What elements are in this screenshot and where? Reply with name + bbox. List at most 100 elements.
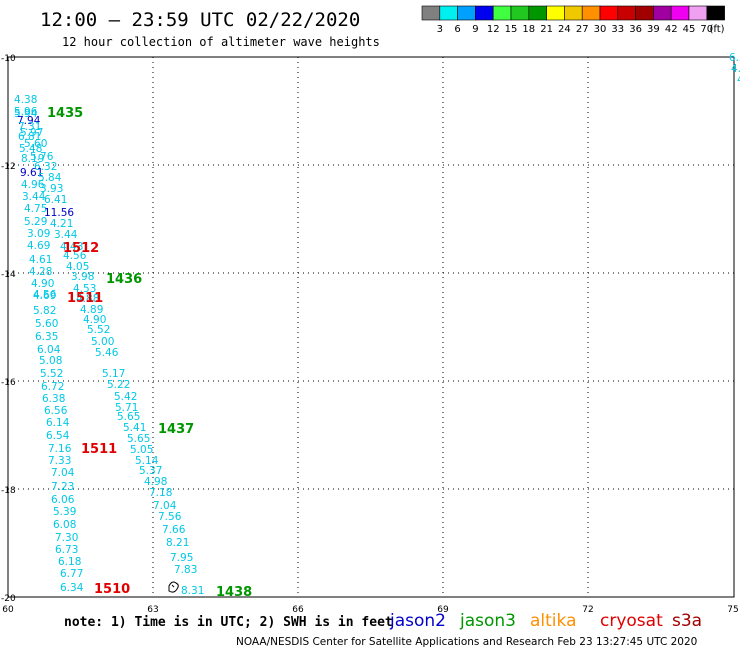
wave-height-value: 7.56: [158, 511, 182, 523]
wave-height-value: 5.41: [123, 422, 146, 434]
wave-height-value: 7.31: [18, 121, 41, 133]
legend-swatch: [635, 5, 654, 21]
legend-label: 18: [522, 24, 535, 35]
wave-height-value: 4.56: [63, 250, 87, 262]
wave-height-value: 6.08: [53, 519, 76, 531]
wave-height-value: 6.34: [60, 582, 84, 594]
wave-height-value: 7.30: [55, 532, 78, 544]
legend-label: 30: [594, 24, 607, 35]
legend-label: 6: [454, 24, 460, 35]
satellite-label-jason2: jason2: [389, 611, 446, 631]
wave-height-value: 4.61: [29, 254, 52, 266]
legend-swatch: [599, 5, 619, 21]
latitude-label: -16: [1, 378, 16, 388]
wave-height-value: 7.04: [153, 500, 177, 512]
wave-height-value: 5.00: [91, 336, 114, 348]
wave-height-value: 6.56: [44, 405, 68, 417]
latitude-label: -14: [1, 270, 16, 280]
wave-height-value: 6.81: [18, 131, 41, 143]
legend-swatch: [492, 5, 512, 21]
longitude-label: 75: [727, 605, 738, 615]
satellite-label-jason3: jason3: [459, 611, 516, 631]
wave-height-value: 6.56: [729, 52, 740, 64]
latitude-label: -20: [1, 594, 16, 604]
legend-swatch: [457, 5, 476, 21]
wave-height-value: 5.48: [19, 143, 42, 155]
wave-height-value: 4.69: [33, 290, 56, 302]
wave-height-value: 4.05: [66, 261, 89, 273]
legend-label: 3: [437, 24, 443, 35]
wave-height-value: 3.93: [40, 183, 63, 195]
satellite-label-altika: altika: [530, 611, 577, 631]
wave-height-value: 6.35: [35, 331, 58, 343]
legend-swatch: [688, 5, 708, 21]
satellite-label-s3a: s3a: [672, 611, 702, 631]
wave-height-value: 7.94: [17, 115, 41, 127]
wave-height-legend: 3 6 9 12 15 18 21 24 27 30 33 36 39 42 45 70(ft): [421, 5, 725, 35]
wave-height-value: 7.83: [174, 564, 197, 576]
wave-height-value: 4.88: [76, 293, 99, 305]
wave-height-value: 6.72: [41, 381, 64, 393]
wave-height-value: 4.28: [29, 266, 52, 278]
island-icon: [168, 581, 179, 593]
plot-frame: [7, 56, 735, 598]
wave-height-value: 7.18: [149, 487, 172, 499]
legend-swatch: [475, 5, 494, 21]
wave-height-value: 7.16: [48, 443, 72, 455]
longitude-label: 72: [582, 605, 593, 615]
wave-height-value: 5.97: [20, 127, 43, 139]
pass-time-label: 1511: [81, 442, 117, 457]
wave-height-value: 3.09: [27, 228, 50, 240]
wave-height-value: 7.23: [51, 481, 74, 493]
wave-height-value: 5.42: [114, 391, 137, 403]
wave-height-value: 5.60: [35, 318, 58, 330]
pass-time-label: 1436: [106, 272, 142, 287]
legend-swatch: [653, 5, 672, 21]
wave-height-value: 4.90: [31, 278, 54, 290]
legend-label: 21: [540, 24, 553, 35]
legend-label: 27: [576, 24, 589, 35]
legend-label: 9: [472, 24, 478, 35]
wave-height-value: 5.94: [14, 108, 38, 120]
wave-height-value: 4.89: [80, 304, 103, 316]
wave-height-value: 6.32: [34, 161, 57, 173]
legend-label: 15: [505, 24, 518, 35]
pass-time-label: 1435: [47, 106, 83, 121]
footer-note: note: 1) Time is in UTC; 2) SWH is in fe…: [64, 615, 393, 630]
legend-swatch: [421, 5, 441, 21]
wave-height-value: 8.19: [21, 153, 44, 165]
footer-credit: NOAA/NESDIS Center for Satellite Applica…: [236, 636, 697, 648]
wave-height-value: 6.14: [46, 417, 70, 429]
wave-height-value: 5.82: [33, 305, 56, 317]
pass-time-label: 1437: [158, 422, 194, 437]
wave-height-value: 5.71: [115, 402, 138, 414]
wave-height-value: 7.33: [48, 455, 71, 467]
wave-height-value: 5.37: [139, 465, 162, 477]
wave-height-value: 5.65: [117, 411, 140, 423]
wave-height-value: 5.46: [95, 347, 119, 359]
legend-swatch: [670, 5, 690, 21]
wave-height-value: 6.38: [42, 393, 65, 405]
wave-height-value: 4.98: [144, 476, 167, 488]
wave-height-value: 4.21: [50, 218, 73, 230]
wave-height-value: 5.08: [39, 355, 62, 367]
wave-height-value: 5.05: [130, 444, 153, 456]
legend-label: 12: [487, 24, 500, 35]
pass-time-label: 1511: [67, 291, 103, 306]
map-subtitle: 12 hour collection of altimeter wave hei…: [62, 35, 380, 49]
wave-height-value: 4: [0, 0, 7, 3]
satellite-label-cryosat: cryosat: [600, 611, 663, 631]
longitude-label: 69: [437, 605, 449, 615]
wave-height-value: 5.17: [102, 368, 125, 380]
satellite-legend: jason2 jason3 altika cryosat s3a: [389, 611, 702, 631]
latitude-label: -10: [1, 54, 16, 64]
wave-height-value: 11.56: [44, 207, 74, 219]
legend-swatch: [581, 5, 601, 21]
legend-swatch: [617, 5, 636, 21]
wave-height-value: 6.04: [37, 344, 61, 356]
wave-height-value: 5.84: [38, 172, 62, 184]
wave-height-value: 6.18: [58, 556, 81, 568]
wave-height-value: 8.31: [181, 585, 204, 597]
wave-height-value: 6.41: [44, 194, 67, 206]
